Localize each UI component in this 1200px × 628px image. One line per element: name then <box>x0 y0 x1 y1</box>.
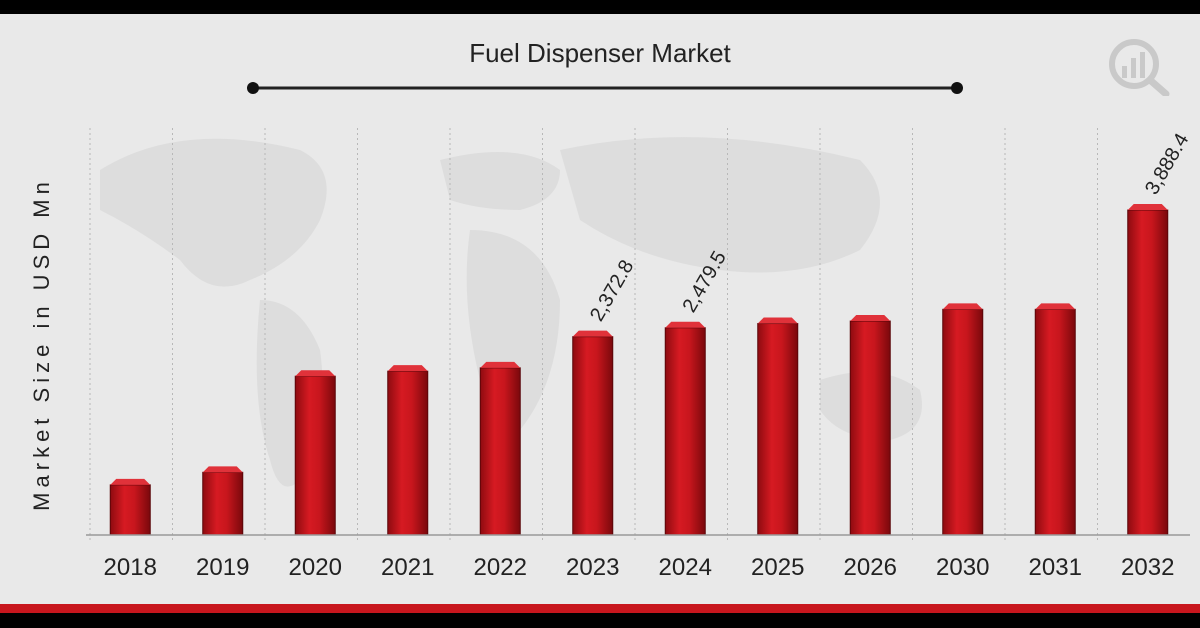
x-tick-label: 2030 <box>936 554 989 581</box>
x-tick-label: 2032 <box>1121 554 1174 581</box>
bar-2022 <box>479 367 521 536</box>
bar-2019 <box>202 471 244 536</box>
bar-cap-2019 <box>202 466 243 473</box>
bar-cap-2022 <box>480 361 521 368</box>
bottom-accent-bar <box>0 604 1200 613</box>
x-tick-label: 2025 <box>751 554 804 581</box>
data-label-2023: 2,372.8 <box>586 256 638 325</box>
bar-cap-2031 <box>1035 303 1076 310</box>
chart-magnifier-logo-icon <box>1109 39 1170 96</box>
bar-2018 <box>109 484 151 536</box>
x-tick-label: 2031 <box>1029 554 1082 581</box>
bar-cap-2018 <box>110 478 151 485</box>
x-tick-label: 2018 <box>104 554 157 581</box>
bar-2026 <box>849 320 891 536</box>
bar-cap-2030 <box>942 303 983 310</box>
bar-cap-2024 <box>665 321 706 328</box>
x-tick-label: 2023 <box>566 554 619 581</box>
x-tick-label: 2026 <box>844 554 897 581</box>
bar-2025 <box>757 323 799 536</box>
bar-cap-2020 <box>295 370 336 377</box>
x-tick-label: 2020 <box>289 554 342 581</box>
bar-2024 <box>664 327 706 536</box>
x-tick-label: 2024 <box>659 554 712 581</box>
title-underline-left-dot <box>247 82 259 94</box>
chart-title: Fuel Dispenser Market <box>469 38 731 68</box>
title-underline-right-dot <box>951 82 963 94</box>
x-tick-label: 2021 <box>381 554 434 581</box>
bar-2030 <box>942 308 984 536</box>
x-tick-label: 2022 <box>474 554 527 581</box>
bar-cap-2032 <box>1127 204 1168 210</box>
bar-2021 <box>387 370 429 536</box>
bar-2032 <box>1127 209 1169 536</box>
bar-cap-2023 <box>572 330 613 337</box>
bar-2023 <box>572 336 614 536</box>
bar-cap-2021 <box>387 365 428 372</box>
x-tick-label: 2019 <box>196 554 249 581</box>
bar-2031 <box>1034 308 1076 536</box>
bar-cap-2025 <box>757 317 798 324</box>
bar-cap-2026 <box>850 315 891 322</box>
data-label-2032: 3,888.4 <box>1141 130 1193 199</box>
bar-2020 <box>294 375 336 536</box>
